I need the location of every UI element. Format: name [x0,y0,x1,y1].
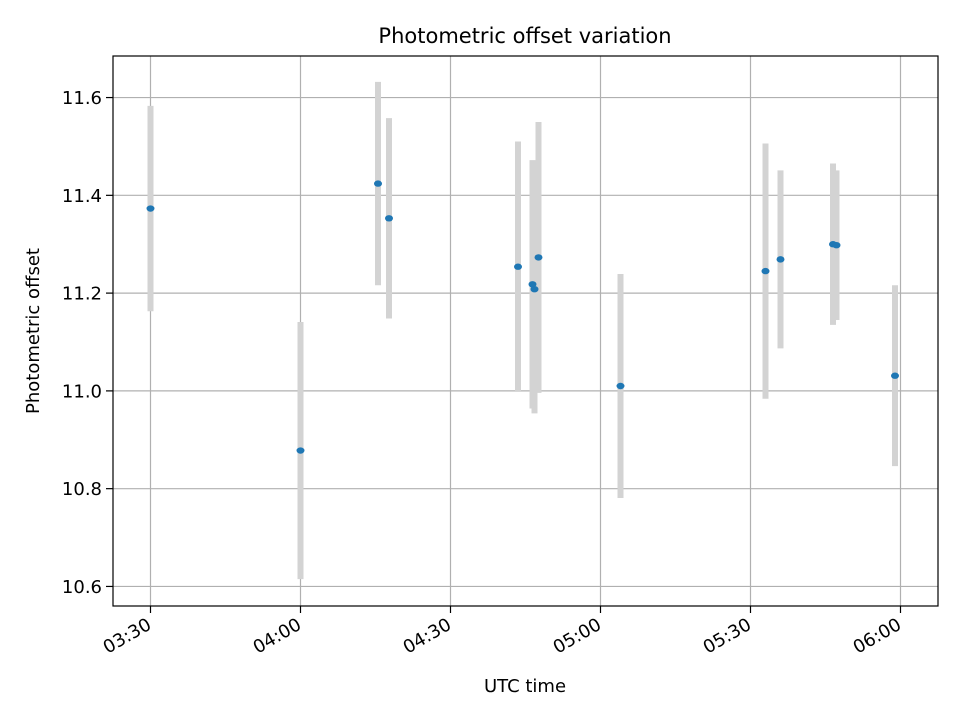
grid [113,56,938,606]
data-point [146,205,155,212]
y-tick-label: 11.6 [62,88,102,109]
data-point [534,254,543,261]
x-axis-label: UTC time [484,676,566,697]
plot-frame [112,55,939,607]
data-point [528,281,537,288]
y-axis-label: Photometric offset [23,248,44,414]
y-tick-label: 10.6 [62,577,102,598]
data-point [891,372,899,379]
y-tick-label: 10.8 [62,479,102,500]
data-point [776,256,785,263]
y-tick-label: 11.0 [62,381,102,402]
data-point [530,286,539,293]
y-tick-label: 11.4 [62,186,102,207]
data-point [296,447,305,454]
data-point [832,242,841,249]
data-point [385,215,393,222]
data-point [514,263,522,270]
chart-title: Photometric offset variation [378,24,671,48]
data-point [374,180,382,187]
y-tick-label: 11.2 [62,284,102,305]
data-point [761,267,770,275]
data-point [616,382,625,390]
data-points [146,180,899,454]
